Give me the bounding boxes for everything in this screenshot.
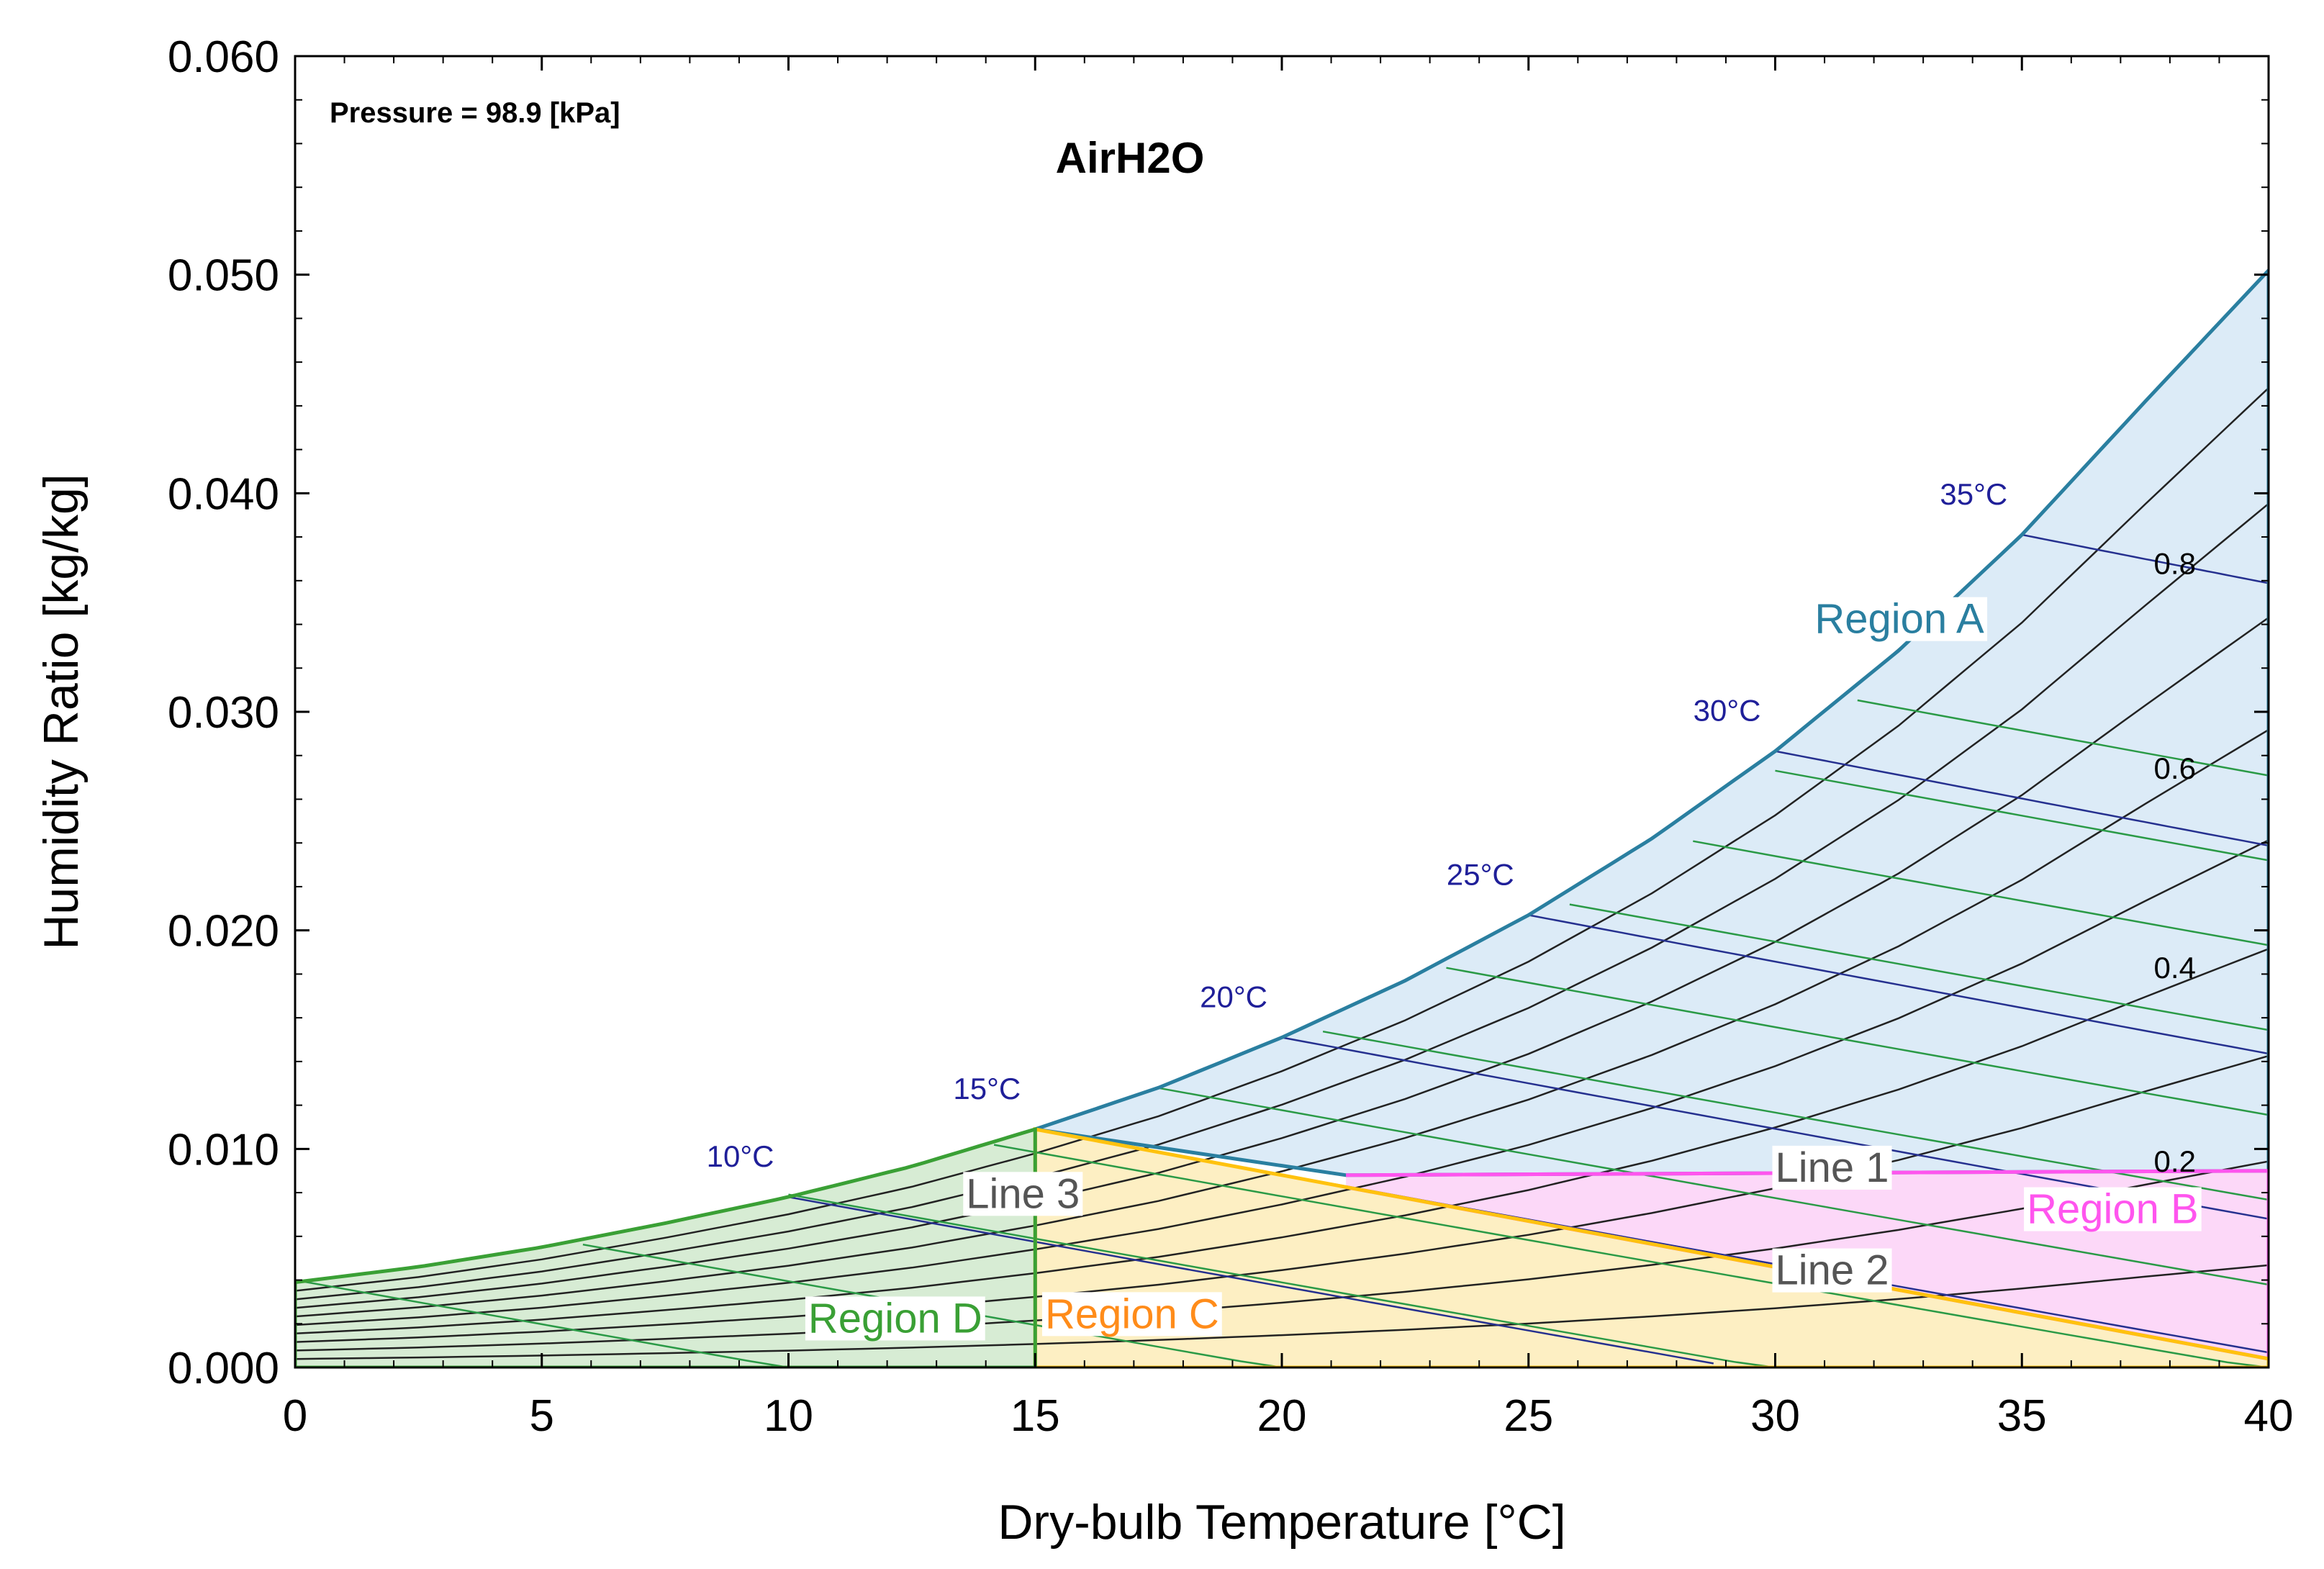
region-label-b-bg — [2024, 1187, 2202, 1231]
rh-line — [295, 1264, 2269, 1360]
region-c-fill — [1035, 1129, 2269, 1367]
wet-bulb-line — [788, 1195, 1714, 1365]
region-label-d-bg — [805, 1296, 985, 1341]
wet-bulb-line — [1775, 750, 2269, 847]
y-tick-label: 0.030 — [168, 688, 279, 738]
rh-line — [295, 728, 2269, 1318]
x-tick-label: 35 — [1997, 1391, 2047, 1441]
x-tick-label: 15 — [1010, 1391, 1060, 1441]
region-label-c-bg — [1041, 1292, 1222, 1337]
labels-layer: 10°C 15°C 20°C 25°C 30°C 35°C 0.2 0.4 0.6 0.8 Regi… — [707, 477, 2202, 1342]
region-d-border — [295, 1126, 1037, 1367]
enthalpy-line — [1775, 769, 2269, 862]
rh-label: 0.2 — [2154, 1144, 2196, 1178]
enthalpy-line — [1857, 699, 2269, 777]
region-label-a-bg — [1812, 597, 1988, 641]
wet-bulb-label: 20°C — [1200, 980, 1267, 1013]
y-tick-label: 0.000 — [168, 1344, 279, 1393]
wet-bulb-label: 35°C — [1940, 477, 2007, 511]
region-label-b-text: Region B — [2027, 1186, 2199, 1233]
rh-line — [295, 387, 2269, 1292]
line-label-3: Line 3 — [963, 1170, 1083, 1217]
rh-line — [295, 1160, 2269, 1352]
y-tick-label: 0.010 — [168, 1125, 279, 1175]
x-tick-label: 25 — [1504, 1391, 1553, 1441]
wet-bulb-label: 10°C — [707, 1139, 774, 1173]
enthalpy-line — [993, 1144, 2269, 1367]
enthalpy-line — [1446, 967, 2269, 1116]
pressure-annotation: Pressure = 98.9 [kPa] — [330, 97, 620, 129]
line-label-1-bg — [1772, 1145, 1892, 1190]
line-label-1: Line 1 — [1772, 1144, 1892, 1191]
region-label-c: Region C — [1041, 1290, 1222, 1337]
rh-label: 0.6 — [2154, 751, 2196, 785]
region-label-d: Region D — [805, 1295, 985, 1342]
x-tick-label: 40 — [2244, 1391, 2294, 1441]
enthalpy-line — [295, 1279, 871, 1367]
line-label-2-text: Line 2 — [1776, 1247, 1889, 1294]
region-label-b: Region B — [2024, 1186, 2202, 1233]
x-axis-title: Dry-bulb Temperature [°C] — [998, 1495, 1565, 1550]
y-tick-label: 0.040 — [168, 469, 279, 519]
wet-bulb-line — [1528, 914, 2269, 1055]
rh-line — [295, 839, 2269, 1326]
region-label-a: Region A — [1812, 596, 1988, 643]
x-tick-label: 10 — [764, 1391, 813, 1441]
region-label-c-text: Region C — [1045, 1290, 1219, 1337]
chart-title: AirH2O — [1056, 134, 1205, 182]
line-label-2: Line 2 — [1772, 1247, 1892, 1294]
enthalpy-line — [788, 1193, 1858, 1367]
ticks-layer: 0 5 10 15 20 25 30 35 40 0.000 0.010 0.020 0.030 0.04… — [168, 32, 2294, 1441]
region-a-border — [1034, 267, 2269, 1177]
y-tick-label: 0.060 — [168, 32, 279, 82]
rh-line — [295, 948, 2269, 1335]
region-label-d-text: Region D — [808, 1295, 982, 1342]
y-axis-title: Humidity Ratio [kg/kg] — [34, 474, 89, 949]
enthalpy-line — [1158, 1087, 2269, 1286]
y-tick-label: 0.050 — [168, 251, 279, 301]
rh-line — [295, 1054, 2269, 1343]
x-tick-label: 30 — [1750, 1391, 1800, 1441]
rh-label: 0.8 — [2154, 546, 2196, 580]
wet-bulb-line — [2022, 533, 2269, 584]
line-label-1-text: Line 1 — [1776, 1144, 1889, 1191]
rh-line — [295, 502, 2269, 1301]
y-tick-label: 0.020 — [168, 907, 279, 957]
line-label-3-bg — [963, 1172, 1083, 1216]
line-label-3-text: Line 3 — [966, 1170, 1080, 1217]
rh-line — [295, 617, 2269, 1309]
wet-bulb-label: 15°C — [953, 1072, 1021, 1105]
x-tick-label: 0 — [283, 1391, 307, 1441]
region-a-fill — [1035, 270, 2269, 1175]
regions-layer — [295, 270, 2269, 1367]
wet-bulb-label: 25°C — [1447, 857, 1514, 891]
x-tick-label: 20 — [1257, 1391, 1307, 1441]
wet-bulb-label: 30°C — [1694, 694, 1761, 728]
rh-label: 0.4 — [2154, 951, 2196, 985]
x-tick-label: 5 — [530, 1391, 554, 1441]
enthalpy-line — [1569, 903, 2269, 1031]
enthalpy-line — [1693, 840, 2269, 946]
region-label-a-text: Region A — [1814, 596, 1984, 643]
line-label-2-bg — [1772, 1248, 1892, 1293]
